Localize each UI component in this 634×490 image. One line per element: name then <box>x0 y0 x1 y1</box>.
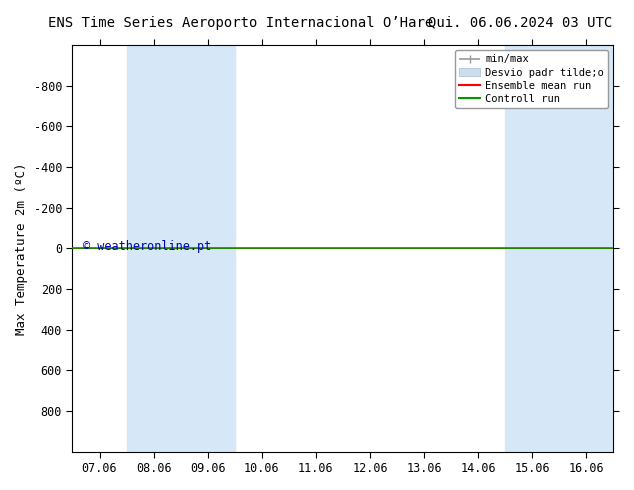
Text: © weatheronline.pt: © weatheronline.pt <box>83 240 212 253</box>
Bar <box>505 45 614 452</box>
Text: Qui. 06.06.2024 03 UTC: Qui. 06.06.2024 03 UTC <box>428 16 612 30</box>
Y-axis label: Max Temperature 2m (ºC): Max Temperature 2m (ºC) <box>15 162 28 335</box>
Bar <box>127 45 235 452</box>
Text: ENS Time Series Aeroporto Internacional O’Hare: ENS Time Series Aeroporto Internacional … <box>48 16 434 30</box>
Legend: min/max, Desvio padr tilde;o, Ensemble mean run, Controll run: min/max, Desvio padr tilde;o, Ensemble m… <box>455 50 608 108</box>
